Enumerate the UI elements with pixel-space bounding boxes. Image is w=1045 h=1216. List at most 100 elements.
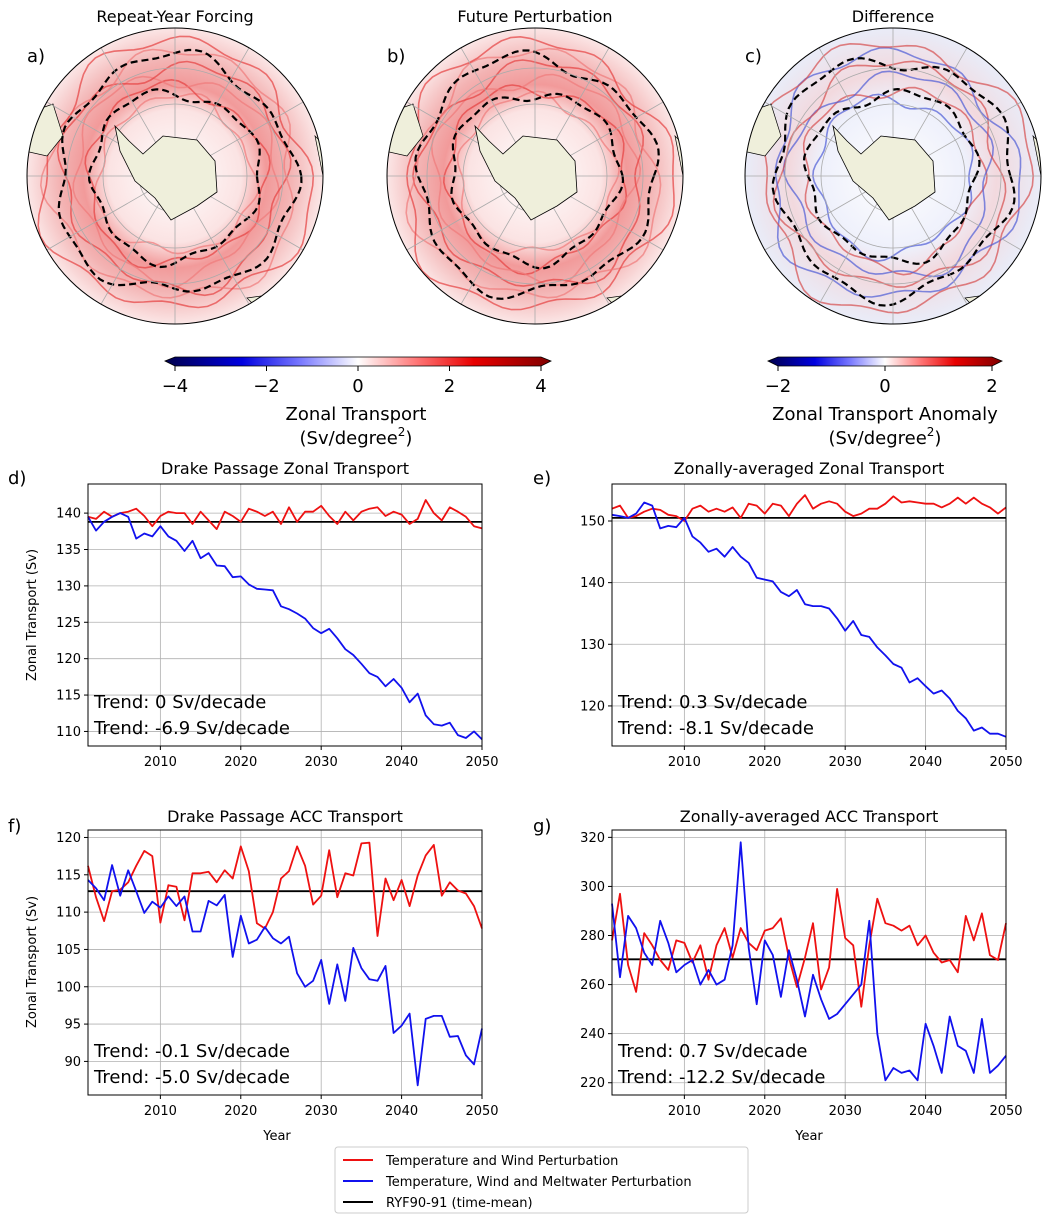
plot-frame [87,483,483,747]
trend-annotation-blue: Trend: -6.9 Sv/decade [93,718,290,739]
chart-f: 2010 2020 2030 2040 2050 90 95 100 105 110 115 120 D… [8,807,499,1144]
map-title-2: Future Perturbation [457,7,612,26]
map-title-3: Difference [852,7,934,26]
y-axis-label: Zonal Transport (Sv) [25,896,40,1028]
x-tick-label: 2030 [305,1104,338,1119]
legend-blue-label: Temperature, Wind and Meltwater Perturba… [385,1175,692,1190]
plot-frame [87,829,483,1096]
y-tick-label: 140 [56,507,81,522]
y-tick-label: 260 [580,978,605,993]
x-tick-label: 2020 [224,755,257,770]
x-tick-label: 2020 [748,1104,781,1119]
y-tick-label: 90 [64,1055,81,1070]
chart-d: 2010 2020 2030 2040 2050 110 115 120 125 130 135 14… [8,459,499,770]
x-tick-label: 2050 [465,755,498,770]
y-tick-label: 120 [580,699,605,714]
map-letter-3: c) [745,46,762,67]
x-tick-label: 2020 [224,1104,257,1119]
chart-letter: d) [8,468,26,489]
y-tick-label: 140 [580,576,605,591]
trend-annotation-blue: Trend: -5.0 Sv/decade [93,1067,290,1088]
y-tick-label: 150 [580,514,605,529]
x-tick-label: 2040 [385,1104,418,1119]
series-line-red [87,499,483,530]
y-tick-label: 135 [56,543,81,558]
x-tick-label: 2010 [668,755,701,770]
colorbar-tick-label: −2 [765,376,792,397]
series-line-blue [87,864,483,1087]
x-tick-label: 2050 [465,1104,498,1119]
y-axis-label: Zonal Transport (Sv) [25,549,40,681]
map-letter-2: b) [387,46,405,67]
plot-frame [611,829,1007,1096]
map-title-1: Repeat-Year Forcing [96,7,253,26]
colorbar-tick-label: 4 [535,376,546,397]
x-tick-label: 2040 [909,755,942,770]
y-tick-label: 130 [56,579,81,594]
y-tick-label: 280 [580,929,605,944]
chart-letter: f) [8,816,21,837]
y-tick-label: 110 [56,906,81,921]
x-tick-label: 2030 [829,1104,862,1119]
colorbar-2-unit: (Sv/degree2) [829,425,942,449]
trend-annotation-red: Trend: 0.3 Sv/decade [617,692,807,713]
y-tick-label: 110 [56,725,81,740]
x-tick-label: 2010 [668,1104,701,1119]
trend-annotation-red: Trend: 0 Sv/decade [93,692,266,713]
colorbar-1-label: Zonal Transport [286,404,427,425]
series-line-red [611,494,1007,522]
map-panel-1: Repeat-Year Forcing a) [26,7,324,325]
plot-frame [611,483,1007,747]
trend-annotation-red: Trend: 0.7 Sv/decade [617,1041,807,1062]
colorbar-tick-label: −2 [253,376,280,397]
series-line-blue [87,512,483,741]
x-tick-label: 2010 [144,755,177,770]
y-tick-label: 120 [56,831,81,846]
x-tick-label: 2050 [989,755,1022,770]
colorbar-1-unit: (Sv/degree2) [300,425,413,449]
x-tick-label: 2030 [829,755,862,770]
y-tick-label: 115 [56,689,81,704]
trend-annotation-blue: Trend: -12.2 Sv/decade [617,1067,825,1088]
legend-black-label: RYF90-91 (time-mean) [386,1196,533,1211]
y-tick-label: 125 [56,616,81,631]
y-tick-label: 100 [56,980,81,995]
colorbar-1: −4 −2 0 2 4 Zonal Transport (Sv/degree2) [162,356,552,449]
chart-title: Drake Passage ACC Transport [167,807,403,826]
colorbar-tick-label: 0 [879,376,890,397]
chart-letter: e) [533,468,551,489]
map-panel-2: Future Perturbation b) [386,7,684,325]
x-tick-label: 2010 [144,1104,177,1119]
x-tick-label: 2020 [748,755,781,770]
x-tick-label: 2040 [385,755,418,770]
map-letter-1: a) [27,46,45,67]
colorbar-tick-label: 2 [986,376,997,397]
legend: Temperature and Wind Perturbation Temper… [334,1146,749,1214]
y-tick-label: 115 [56,868,81,883]
series-line-blue [611,841,1007,1082]
x-tick-label: 2050 [989,1104,1022,1119]
x-tick-label: 2030 [305,755,338,770]
chart-title: Drake Passage Zonal Transport [161,459,409,478]
y-tick-label: 95 [64,1018,81,1033]
colorbar-tick-label: −4 [162,376,189,397]
colorbar-2-label: Zonal Transport Anomaly [772,404,998,425]
x-axis-label: Year [794,1129,823,1144]
y-tick-label: 240 [580,1027,605,1042]
chart-g: 2010 2020 2030 2040 2050 220 240 260 280 300 320 Zo… [533,807,1023,1144]
chart-e: 2010 2020 2030 2040 2050 120 130 140 150 Zonally-… [533,459,1023,770]
y-tick-label: 120 [56,652,81,667]
y-tick-label: 300 [580,880,605,895]
y-tick-label: 130 [580,638,605,653]
trend-annotation-blue: Trend: -8.1 Sv/decade [617,718,814,739]
series-line-blue [611,501,1007,738]
colorbar-2: −2 0 2 Zonal Transport Anomaly (Sv/degree2… [765,356,1003,449]
y-tick-label: 105 [56,943,81,958]
y-tick-label: 320 [580,831,605,846]
x-axis-label: Year [262,1129,291,1144]
colorbar-tick-label: 0 [352,376,363,397]
trend-annotation-red: Trend: -0.1 Sv/decade [93,1041,290,1062]
chart-title: Zonally-averaged Zonal Transport [674,459,945,478]
series-line-red [87,841,483,937]
